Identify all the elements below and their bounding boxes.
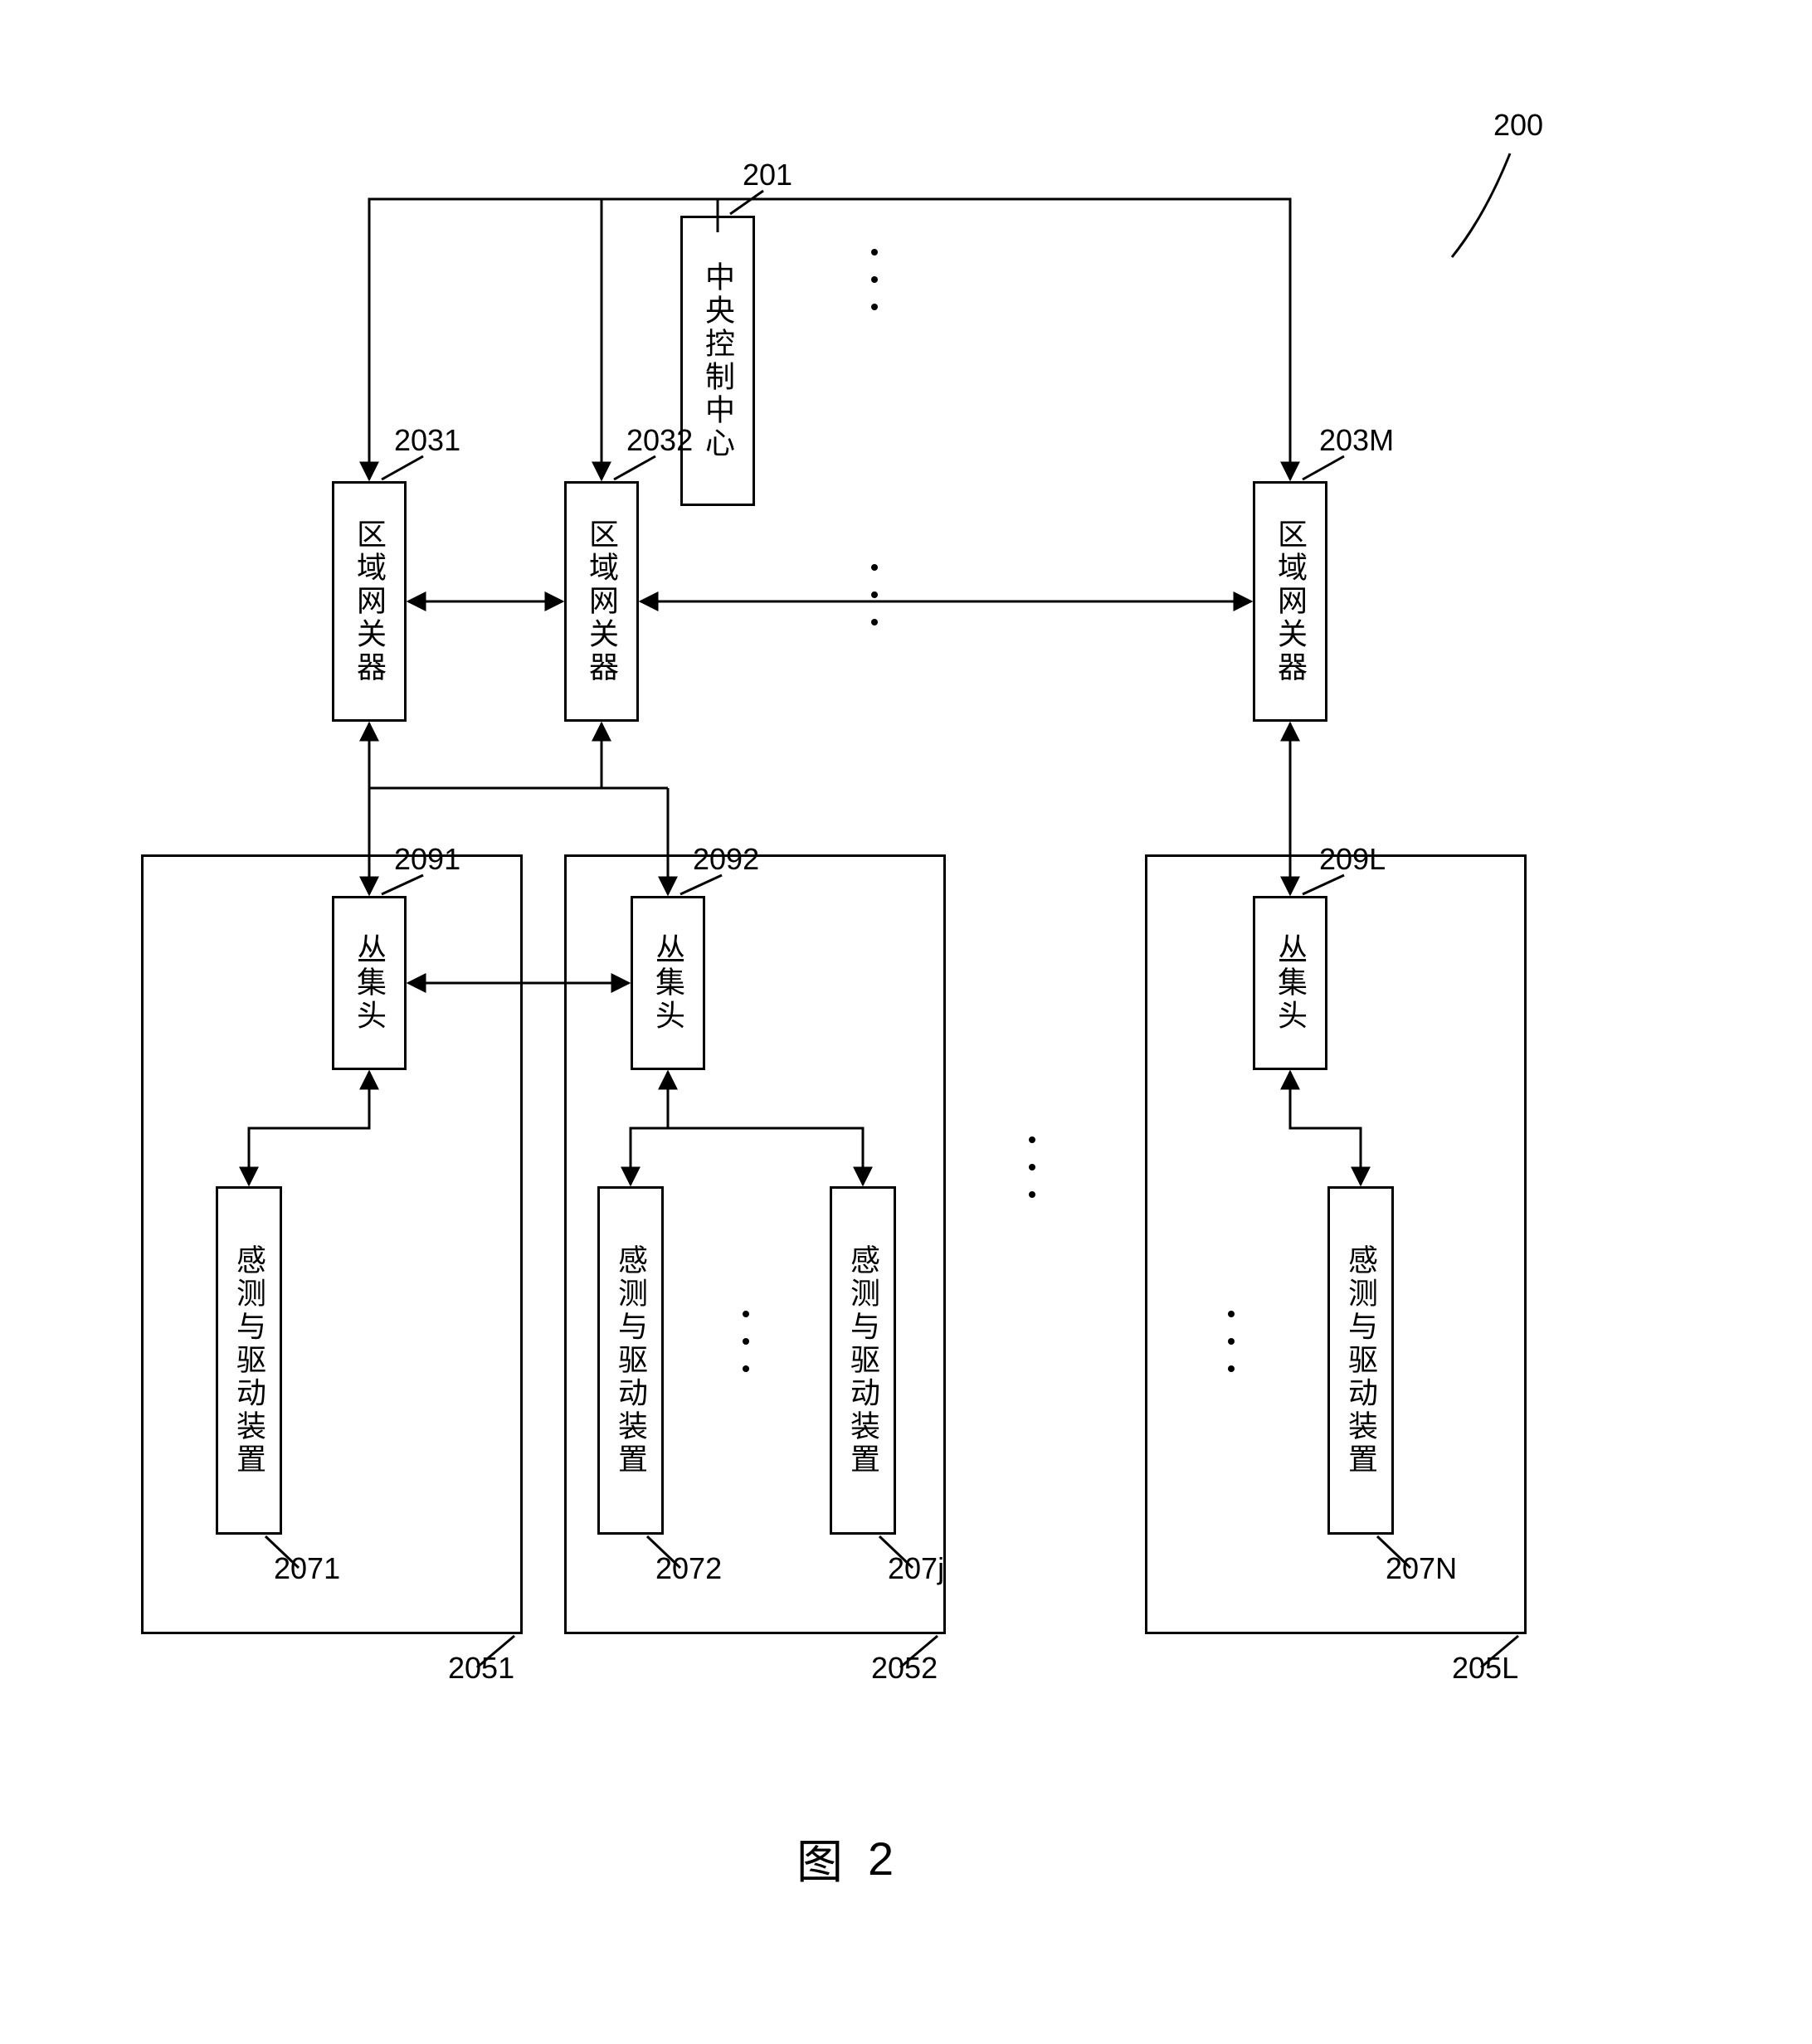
dots-sensors-2 (743, 1311, 749, 1372)
ref-2091: 2091 (394, 842, 460, 877)
sensor-1-label: 感测与驱动装置 (227, 1244, 270, 1477)
cluster-head-l-label: 丛集头 (1269, 933, 1312, 1033)
dots-central-gateway (871, 249, 878, 310)
cluster-head-2-box: 丛集头 (631, 896, 705, 1070)
figure-caption-prefix: 图 (796, 1825, 843, 1892)
gateway-2-label: 区域网关器 (580, 518, 623, 684)
ref-2051: 2051 (448, 1651, 514, 1686)
gateway-m-label: 区域网关器 (1269, 518, 1312, 684)
ref-2032: 2032 (626, 423, 693, 458)
central-control-label: 中央控制中心 (696, 261, 739, 460)
gateway-1-box: 区域网关器 (332, 481, 407, 722)
ref-2071: 2071 (274, 1551, 340, 1586)
ref-207j: 207j (888, 1551, 944, 1586)
gateway-1-label: 区域网关器 (348, 518, 391, 684)
cluster-head-1-box: 丛集头 (332, 896, 407, 1070)
figure-caption: 图 2 (796, 1825, 894, 1892)
ref-205l: 205L (1452, 1651, 1518, 1686)
dots-clusters (1029, 1136, 1035, 1198)
ref-2031: 2031 (394, 423, 460, 458)
sensor-2b-box: 感测与驱动装置 (830, 1186, 896, 1535)
sensor-2a-label: 感测与驱动装置 (609, 1244, 652, 1477)
sensor-2b-label: 感测与驱动装置 (841, 1244, 884, 1477)
cluster-head-l-box: 丛集头 (1253, 896, 1327, 1070)
diagram-canvas: 200 中央控制中心 201 区域网关器 2031 区域网关器 2032 区域网… (0, 0, 1812, 2044)
sensor-2a-box: 感测与驱动装置 (597, 1186, 664, 1535)
ref-207n: 207N (1386, 1551, 1457, 1586)
ref-203m: 203M (1319, 423, 1394, 458)
sensor-l-label: 感测与驱动装置 (1339, 1244, 1382, 1477)
ref-2092: 2092 (693, 842, 759, 877)
cluster-head-1-label: 丛集头 (348, 933, 391, 1033)
ref-201: 201 (743, 158, 792, 192)
cluster-head-2-label: 丛集头 (646, 933, 689, 1033)
figure-caption-number: 2 (868, 1832, 894, 1886)
dots-sensors-l (1228, 1311, 1235, 1372)
ref-2052: 2052 (871, 1651, 938, 1686)
sensor-1-box: 感测与驱动装置 (216, 1186, 282, 1535)
dots-gateways (871, 564, 878, 625)
ref-2072: 2072 (655, 1551, 722, 1586)
gateway-2-box: 区域网关器 (564, 481, 639, 722)
ref-209l: 209L (1319, 842, 1386, 877)
figure-ref-200: 200 (1493, 108, 1543, 143)
central-control-box: 中央控制中心 (680, 216, 755, 506)
gateway-m-box: 区域网关器 (1253, 481, 1327, 722)
sensor-l-box: 感测与驱动装置 (1327, 1186, 1394, 1535)
